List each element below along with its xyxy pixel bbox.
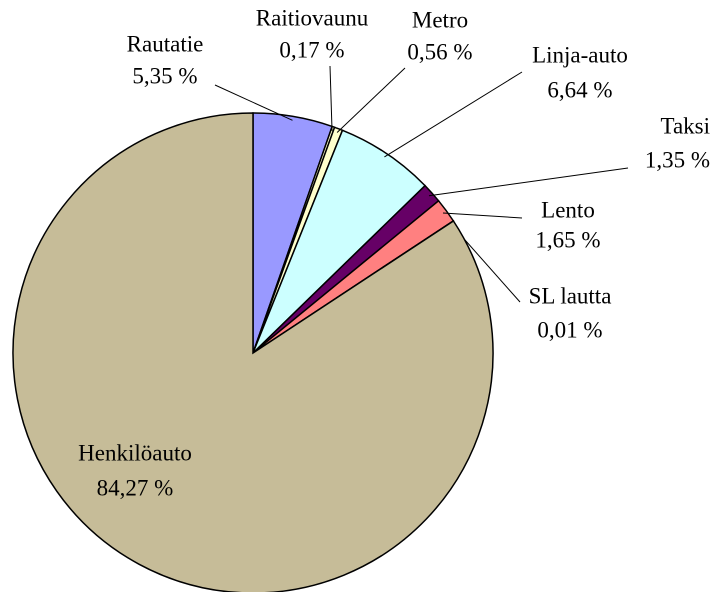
slice-value-label: 5,35 %	[132, 63, 197, 88]
slice-label: Raitiovaunu	[256, 5, 369, 30]
leader-line	[336, 67, 406, 133]
leader-line	[442, 212, 523, 219]
leader-line	[329, 65, 333, 131]
leader-line	[384, 71, 523, 158]
leader-line	[428, 167, 629, 197]
slice-value-label: 1,35 %	[645, 147, 710, 172]
slice-value-label: 1,65 %	[535, 227, 600, 252]
slice-label: Taksi	[661, 113, 711, 138]
slice-label: Henkilöauto	[78, 440, 192, 465]
pie-slice	[12, 112, 494, 592]
slice-value-label: 0,01 %	[537, 317, 602, 342]
slice-label: Linja-auto	[532, 42, 628, 67]
slice-label: Lento	[541, 197, 595, 222]
leader-line	[214, 84, 293, 121]
slice-value-label: 0,17 %	[279, 37, 344, 62]
slice-value-label: 6,64 %	[547, 77, 612, 102]
slice-value-label: 0,56 %	[407, 39, 472, 64]
slice-label: Metro	[412, 7, 468, 32]
slice-value-label: 84,27 %	[97, 475, 174, 500]
slice-label: Rautatie	[127, 31, 204, 56]
slice-label: SL lautta	[529, 283, 612, 308]
